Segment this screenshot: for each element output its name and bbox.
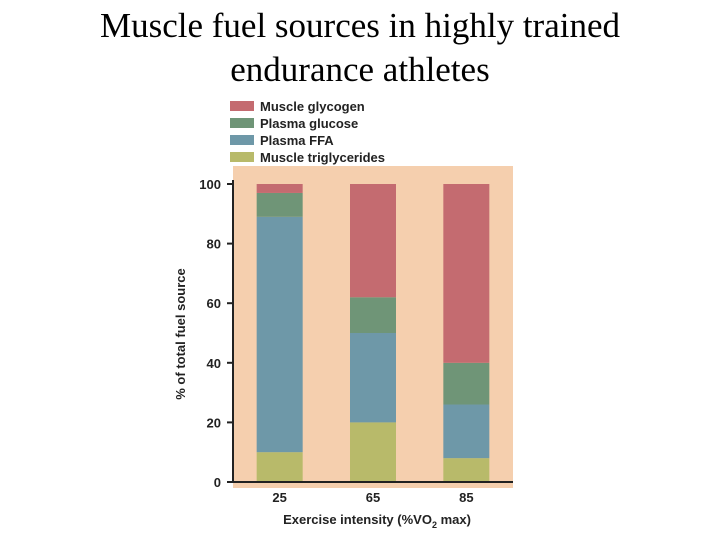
legend-label-muscle-triglycerides: Muscle triglycerides: [260, 150, 385, 165]
bar-segment-plasma-glucose: [350, 297, 396, 333]
legend-label-plasma-ffa: Plasma FFA: [260, 133, 334, 148]
x-axis-label-subscript: 2: [432, 520, 437, 530]
y-tick-label: 80: [207, 237, 221, 252]
y-tick-label: 40: [207, 356, 221, 371]
y-axis-label: % of total fuel source: [173, 268, 188, 399]
slide-title-line-1: Muscle fuel sources in highly trained: [99, 6, 620, 45]
bar-segment-plasma-ffa: [350, 333, 396, 423]
bar-segment-plasma-ffa: [256, 216, 303, 453]
x-axis-label-prefix: Exercise intensity (%V: [283, 512, 422, 527]
legend-label-muscle-glycogen: Muscle glycogen: [260, 99, 365, 114]
legend-swatch-muscle-glycogen: [230, 101, 254, 111]
bar-segment-muscle-glycogen: [350, 184, 396, 298]
x-tick-label: 25: [272, 490, 286, 505]
bars: [256, 184, 490, 482]
slide-title: Muscle fuel sources in highly trained en…: [0, 4, 720, 92]
bar-segment-muscle-glycogen: [256, 184, 303, 193]
legend-swatch-plasma-glucose: [230, 118, 254, 128]
legend-label-plasma-glucose: Plasma glucose: [260, 116, 358, 131]
x-tick-label: 85: [459, 490, 473, 505]
y-tick-label: 20: [207, 415, 221, 430]
bar-segment-muscle-triglycerides: [350, 422, 396, 482]
legend-swatch-muscle-triglycerides: [230, 152, 254, 162]
x-axis: 25 65 85: [233, 481, 513, 505]
x-axis-label-mid: O: [422, 512, 432, 527]
legend: Muscle glycogen Plasma glucose Plasma FFA M…: [230, 99, 385, 165]
legend-swatch-plasma-ffa: [230, 135, 254, 145]
bar-segment-plasma-glucose: [256, 192, 303, 217]
x-tick-label: 65: [366, 490, 380, 505]
x-axis-label: Exercise intensity (%VO2 max): [283, 512, 471, 530]
y-axis: 0 20 40 60 80 100: [199, 177, 234, 490]
bar-segment-muscle-glycogen: [443, 184, 490, 363]
bar-segment-muscle-triglycerides: [256, 452, 303, 482]
y-tick-label: 100: [199, 177, 221, 192]
stacked-bar-chart: Muscle glycogen Plasma glucose Plasma FFA M…: [113, 88, 591, 538]
bar-segment-muscle-triglycerides: [443, 458, 490, 482]
bar-segment-plasma-glucose: [443, 362, 490, 405]
slide-title-line-2: endurance athletes: [230, 50, 490, 89]
x-axis-label-suffix: max): [437, 512, 471, 527]
bar-segment-plasma-ffa: [443, 404, 490, 459]
y-tick-label: 60: [207, 296, 221, 311]
y-tick-label: 0: [214, 475, 221, 490]
